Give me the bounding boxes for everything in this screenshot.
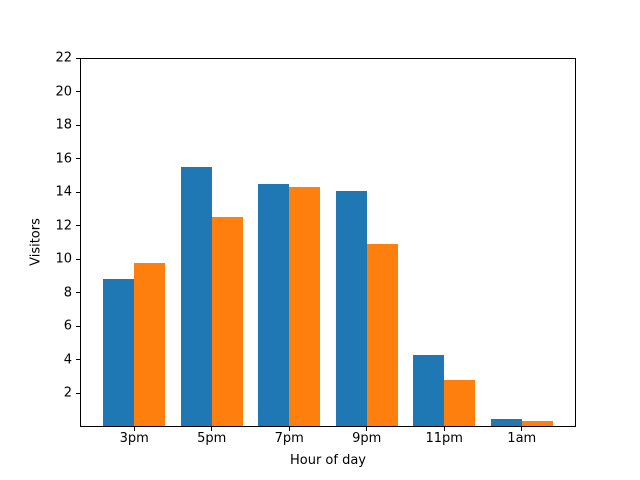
y-tick-label: 18: [55, 117, 72, 133]
x-tick-mark: [366, 427, 367, 431]
bar-1am-orange: [521, 421, 553, 427]
y-tick-label: 6: [63, 318, 72, 334]
x-axis-label: Hour of day: [289, 453, 367, 468]
x-tick-label: 5pm: [197, 431, 227, 446]
y-tick-label: 16: [55, 151, 72, 167]
bar-3pm-orange: [134, 262, 166, 427]
y-tick-label: 22: [55, 50, 72, 66]
y-tick-mark: [76, 292, 80, 293]
y-tick-mark: [76, 158, 80, 159]
x-tick-mark: [444, 427, 445, 431]
bar-3pm-blue: [103, 279, 135, 427]
bar-7pm-orange: [289, 187, 321, 427]
x-tick-label: 1am: [507, 431, 537, 446]
y-tick-mark: [76, 91, 80, 92]
x-tick-label: 7pm: [274, 431, 304, 446]
bar-9pm-blue: [335, 190, 367, 427]
y-tick-mark: [76, 192, 80, 193]
y-tick-label: 12: [55, 218, 72, 234]
bar-11pm-blue: [413, 354, 445, 427]
y-tick-mark: [76, 326, 80, 327]
y-tick-mark: [76, 393, 80, 394]
bar-5pm-blue: [180, 167, 212, 427]
bar-7pm-blue: [258, 183, 290, 427]
y-tick-mark: [76, 359, 80, 360]
x-tick-mark: [211, 427, 212, 431]
y-tick-label: 14: [55, 184, 72, 200]
y-tick-mark: [76, 225, 80, 226]
bar-5pm-orange: [211, 217, 243, 427]
bar-11pm-orange: [444, 380, 476, 427]
x-tick-label: 3pm: [119, 431, 149, 446]
x-tick-label: 9pm: [352, 431, 382, 446]
x-tick-mark: [134, 427, 135, 431]
y-tick-label: 4: [63, 352, 72, 368]
y-tick-label: 2: [63, 385, 72, 401]
y-tick-label: 10: [55, 251, 72, 267]
bar-9pm-orange: [366, 244, 398, 427]
y-tick-label: 20: [55, 84, 72, 100]
y-tick-mark: [76, 259, 80, 260]
x-tick-label: 11pm: [425, 431, 463, 446]
bar-1am-blue: [490, 419, 522, 427]
y-tick-mark: [76, 125, 80, 126]
y-tick-label: 8: [63, 285, 72, 301]
x-tick-mark: [289, 427, 290, 431]
y-tick-mark: [76, 58, 80, 59]
x-tick-mark: [521, 427, 522, 431]
